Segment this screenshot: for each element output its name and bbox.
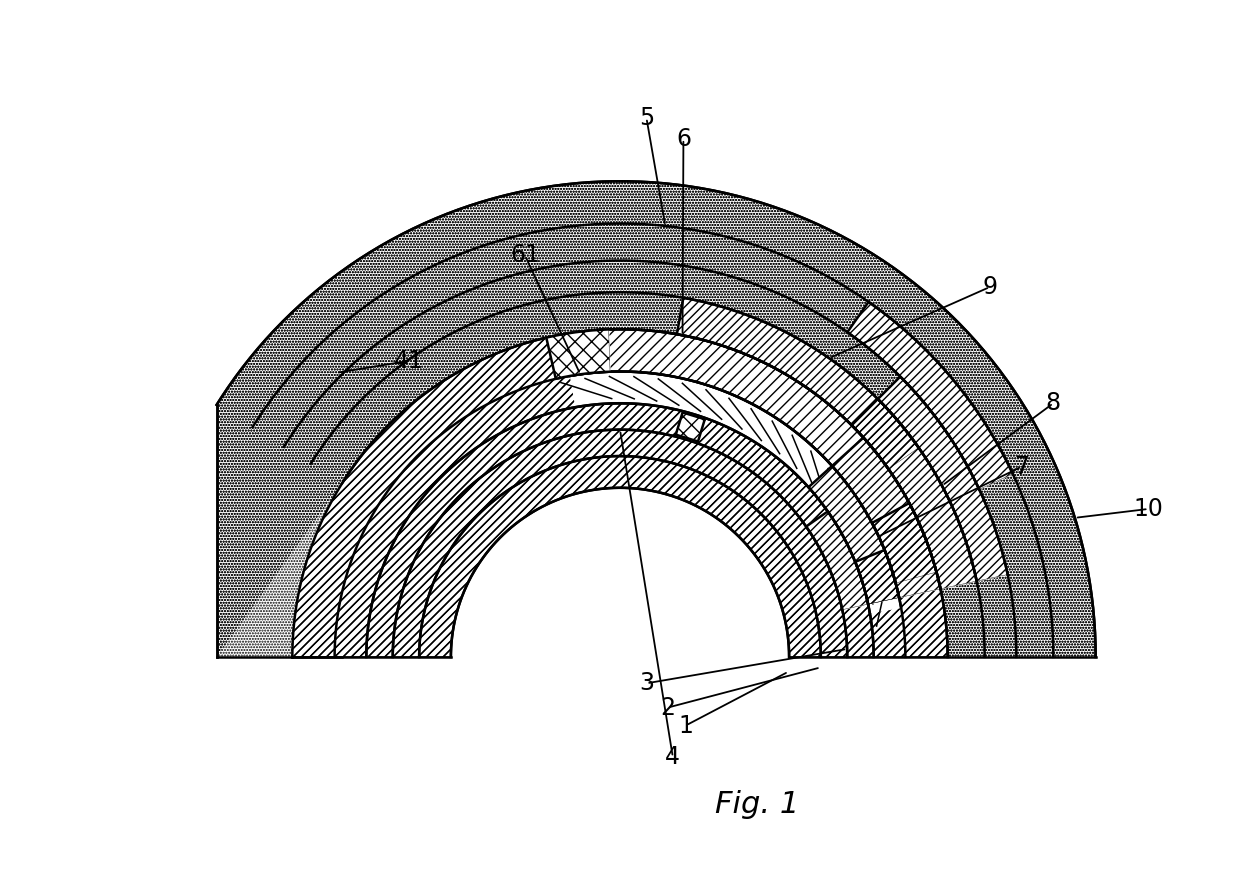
Text: 6: 6: [676, 127, 691, 151]
Polygon shape: [806, 511, 868, 609]
Polygon shape: [547, 330, 610, 379]
Polygon shape: [677, 298, 919, 469]
Polygon shape: [451, 487, 789, 710]
Text: 10: 10: [1133, 497, 1163, 521]
Text: Fig. 1: Fig. 1: [715, 790, 800, 820]
Polygon shape: [144, 181, 1096, 657]
Polygon shape: [878, 377, 1008, 581]
Text: 61: 61: [510, 243, 539, 267]
Text: 41: 41: [393, 349, 424, 373]
Polygon shape: [217, 181, 1096, 657]
Polygon shape: [451, 487, 789, 657]
Polygon shape: [0, 299, 217, 710]
Text: 7: 7: [1014, 454, 1029, 478]
Polygon shape: [451, 487, 789, 657]
Polygon shape: [676, 413, 704, 441]
Polygon shape: [293, 330, 947, 657]
Polygon shape: [808, 466, 899, 604]
Text: 2: 2: [660, 696, 675, 720]
Polygon shape: [872, 503, 940, 598]
Text: 9: 9: [982, 275, 997, 299]
Text: 5: 5: [639, 106, 653, 130]
Polygon shape: [563, 330, 936, 583]
Text: 1: 1: [678, 714, 693, 738]
Polygon shape: [293, 330, 947, 657]
Polygon shape: [570, 372, 901, 613]
Polygon shape: [852, 399, 977, 589]
Polygon shape: [856, 550, 899, 604]
Polygon shape: [832, 437, 936, 583]
Text: 3: 3: [639, 671, 653, 695]
Text: 8: 8: [1045, 391, 1061, 415]
Text: 4: 4: [666, 745, 681, 769]
Polygon shape: [847, 302, 1013, 489]
